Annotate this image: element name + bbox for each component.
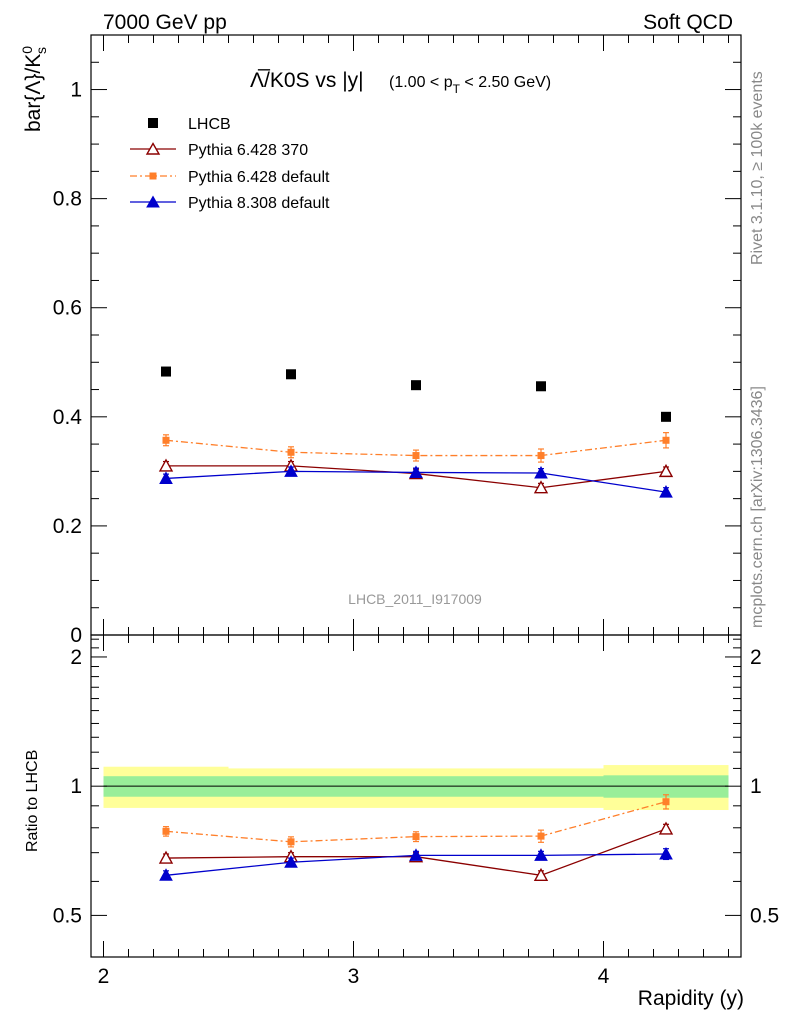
legend-marker-p8-default [146,195,160,208]
main-point-p6_default [412,452,420,460]
ratio-y-tick-label: 1 [70,775,82,798]
main-point-p8_default [534,465,548,479]
main-point-p6_370 [158,458,174,472]
ratio-y-tick-label-right: 2 [750,646,762,669]
legend-label-p8-default: Pythia 8.308 default [188,195,330,212]
legend-label-p6-370: Pythia 6.428 370 [188,142,308,159]
legend-label-p6-default: Pythia 6.428 default [188,169,330,186]
ratio-point-p8_default [409,848,423,861]
ratio-point-p6_370 [158,850,174,864]
main-point-p8_default [409,465,423,478]
ratio-point-p6_370 [533,867,549,881]
main-ylabel-text: bar{Λ}/K [22,54,45,132]
main-y-tick-label: 0.2 [53,515,82,538]
main-point-data [661,411,671,422]
ratio-point-p8_default [534,848,548,861]
main-y-tick-label: 1 [70,79,82,102]
range-sub: T [453,82,461,96]
ratio-point-p8_default [284,855,298,868]
legend-marker-p6-370 [145,142,161,155]
ratio-plot-frame [90,634,742,958]
main-point-p6_default [662,436,670,444]
main-point-p8_default [159,471,173,484]
ratio-point-p6_370 [658,821,674,835]
main-y-tick-label: 0.6 [53,297,82,320]
plot-title: Λ̅/K0S vs |y| [250,69,364,92]
axis-ticks: 2 3 4 0 0.2 0.4 0.6 0.8 1 0.5 0.5 1 1 2 2 [53,34,779,988]
ratio-point-p6_default [662,798,670,806]
main-y-tick-label: 0 [70,624,82,647]
legend: LHCB Pythia 6.428 370 Pythia 6.428 defau… [130,116,330,212]
header-right: Soft QCD [643,11,733,34]
ratio-y-tick-label: 0.5 [53,904,82,927]
ratio-ylabel: Ratio to LHCB [24,750,41,852]
main-ylabel-sup: 0 [19,46,35,54]
ratio-y-tick-label-right: 1 [750,775,762,798]
main-point-data [286,369,296,380]
ratio-point-p8_default [659,846,673,860]
main-ylabel: bar{Λ}/K0s [19,46,49,132]
mcplots-label: mcplots.cern.ch [arXiv:1306.3436] [749,386,766,628]
ratio-uncertainty-bands [103,765,729,811]
main-point-data [411,380,421,391]
legend-label-lhcb: LHCB [188,116,231,133]
main-point-data [161,366,171,377]
ratio-point-p6_default [287,838,295,846]
data-marks [103,366,729,881]
range-pre: (1.00 < p [389,74,453,91]
main-point-p6_default [537,452,545,460]
legend-marker-p6-default [149,172,157,180]
ratio-y-tick-label: 2 [70,646,82,669]
x-tick-label: 3 [348,965,360,988]
ratio-point-p6_default [412,833,420,841]
analysis-watermark: LHCB_2011_I917009 [348,591,482,607]
x-axis-label: Rapidity (y) [638,987,744,1010]
x-tick-label: 4 [598,965,610,988]
ratio-point-p6_default [162,827,170,835]
ratio-y-tick-label-right: 0.5 [750,904,779,927]
main-y-tick-label: 0.4 [53,406,83,429]
main-ylabel-sub: s [33,47,49,54]
range-post: < 2.50 GeV) [460,74,551,91]
ratio-point-p6_default [537,832,545,840]
main-point-p6_default [162,436,170,444]
legend-marker-lhcb [148,118,158,128]
main-point-p8_default [659,485,673,498]
main-point-data [536,381,546,392]
main-point-p6_370 [658,463,674,478]
x-tick-label: 2 [98,965,110,988]
header-left: 7000 GeV pp [103,11,227,34]
main-point-p6_370 [533,480,549,494]
main-point-p6_default [287,448,295,456]
rivet-label: Rivet 3.1.10, ≥ 100k events [749,71,766,265]
main-y-tick-label: 0.8 [53,188,82,211]
plot-title-range: (1.00 < pT < 2.50 GeV) [389,74,551,96]
main-point-p8_default [284,464,298,477]
ratio-point-p8_default [159,868,173,881]
